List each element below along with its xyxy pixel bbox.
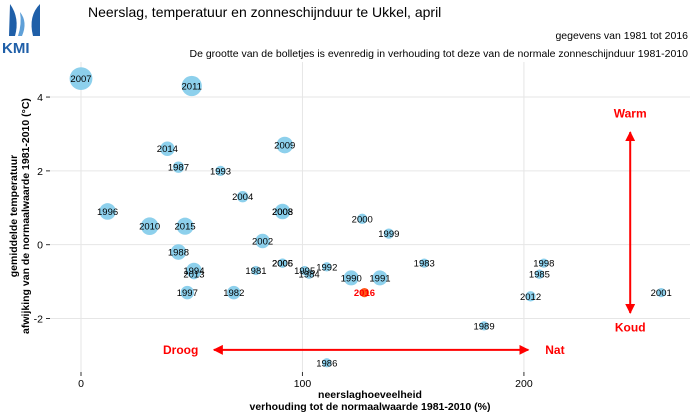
bubble-1988 bbox=[170, 244, 187, 260]
bubble-2004 bbox=[236, 191, 249, 203]
year-label-2002: 2002 bbox=[252, 236, 273, 247]
bubble-1990 bbox=[343, 270, 359, 286]
grid-lines bbox=[50, 62, 690, 372]
year-label-2015: 2015 bbox=[175, 222, 196, 233]
year-label-1986: 1986 bbox=[316, 358, 337, 369]
y-tick-label: 4 bbox=[37, 92, 43, 104]
year-label-2009: 2009 bbox=[274, 141, 295, 152]
label-nat: Nat bbox=[545, 343, 564, 357]
bubble-1989 bbox=[479, 321, 489, 331]
year-label-2004: 2004 bbox=[232, 192, 253, 203]
bubble-2006 bbox=[277, 258, 288, 268]
bubble-2015 bbox=[176, 217, 194, 235]
bubble-2000 bbox=[357, 213, 368, 225]
bubble-2002 bbox=[255, 233, 270, 249]
year-label-1981: 1981 bbox=[245, 266, 266, 277]
chart-subtitle-period: gegevens van 1981 tot 2016 bbox=[555, 30, 688, 42]
bubble-1993 bbox=[215, 165, 226, 177]
bubble-1996 bbox=[99, 203, 116, 220]
year-label-2010: 2010 bbox=[139, 222, 160, 233]
year-label-2013: 2013 bbox=[183, 270, 204, 281]
year-label-2008: 2008 bbox=[272, 207, 293, 218]
x-axis-title-line1: neerslaghoeveelheid bbox=[318, 389, 422, 401]
bubble-2009 bbox=[276, 136, 294, 154]
year-label-2006: 2006 bbox=[272, 259, 293, 270]
year-label-1996: 1996 bbox=[97, 207, 118, 218]
year-label-2005: 2005 bbox=[272, 259, 293, 270]
year-label-2016: 2016 bbox=[354, 288, 375, 299]
year-label-2003: 2003 bbox=[272, 207, 293, 218]
year-label-1992: 1992 bbox=[316, 262, 337, 273]
label-warm: Warm bbox=[614, 106, 647, 120]
year-label-1994: 1994 bbox=[183, 266, 204, 277]
x-axis-title-line2: verhouding tot de normaalwaarde 1981-201… bbox=[249, 401, 491, 413]
bubble-1992 bbox=[322, 262, 332, 272]
axes: 0 100 200 -2 0 2 4 bbox=[34, 92, 533, 390]
bubble-2001 bbox=[656, 288, 666, 298]
bubble-2010 bbox=[140, 217, 159, 236]
plot-background bbox=[50, 62, 690, 372]
y-tick-label: -2 bbox=[34, 313, 43, 325]
bubble-1987 bbox=[172, 161, 185, 173]
year-label-1982: 1982 bbox=[223, 288, 244, 299]
x-tick-label: 100 bbox=[294, 378, 312, 390]
bubble-1982 bbox=[227, 285, 241, 300]
label-droog: Droog bbox=[163, 343, 198, 357]
x-tick-label: 200 bbox=[515, 378, 533, 390]
bubble-1997 bbox=[180, 285, 195, 300]
year-label-1997: 1997 bbox=[177, 288, 198, 299]
year-label-1984: 1984 bbox=[299, 270, 320, 281]
year-label-2001: 2001 bbox=[651, 288, 672, 299]
bubble-2014 bbox=[160, 141, 175, 156]
year-labels-layer: 2007 2011 2014 2009 1987 1993 2004 1996 2010 2015… bbox=[70, 74, 671, 369]
y-tick-label: 0 bbox=[37, 240, 43, 252]
year-label-1989: 1989 bbox=[473, 321, 494, 332]
year-label-1999: 1999 bbox=[378, 229, 399, 240]
chart-subtitle-note: De grootte van de bolletjes is evenredig… bbox=[189, 48, 689, 60]
y-tick-label: 2 bbox=[37, 166, 43, 178]
year-label-1987: 1987 bbox=[168, 163, 189, 174]
bubble-1986 bbox=[322, 358, 332, 368]
year-label-1998: 1998 bbox=[533, 259, 554, 270]
year-label-1990: 1990 bbox=[341, 273, 362, 284]
bubble-1985 bbox=[534, 269, 545, 279]
y-axis-title-line2: afwijking van de normaalwaarde 1981-2010… bbox=[20, 98, 32, 334]
bubble-1983 bbox=[419, 258, 429, 268]
bubble-2013 bbox=[188, 269, 200, 280]
year-label-1993: 1993 bbox=[210, 166, 231, 177]
bubble-1998 bbox=[539, 258, 549, 268]
year-label-1988: 1988 bbox=[168, 248, 189, 259]
chart-title: Neerslag, temperatuur en zonneschijnduur… bbox=[88, 4, 442, 20]
label-koud: Koud bbox=[615, 320, 646, 334]
bubble-1984 bbox=[304, 269, 314, 279]
kmi-logo-text: KMI bbox=[2, 40, 30, 57]
year-label-2007: 2007 bbox=[70, 74, 91, 85]
year-label-1991: 1991 bbox=[369, 273, 390, 284]
year-label-2011: 2011 bbox=[182, 81, 202, 92]
bubble-1981 bbox=[251, 265, 261, 276]
year-label-2000: 2000 bbox=[352, 214, 373, 225]
bubbles-layer bbox=[69, 67, 666, 368]
bubble-1991 bbox=[372, 270, 388, 286]
bubble-2008 bbox=[274, 203, 291, 220]
y-axis-title: gemiddelde temperatuur afwijking van de … bbox=[8, 86, 32, 346]
bubble-1999 bbox=[383, 228, 394, 239]
annotations-layer: Warm Koud Droog Nat bbox=[163, 106, 647, 357]
bubble-2016 bbox=[359, 288, 370, 298]
year-label-1983: 1983 bbox=[414, 259, 435, 270]
year-label-1995: 1995 bbox=[294, 266, 315, 277]
kmi-logo-icon bbox=[9, 4, 40, 36]
bubble-2007 bbox=[69, 67, 93, 91]
x-tick-label: 0 bbox=[78, 378, 84, 390]
year-label-1985: 1985 bbox=[529, 270, 550, 281]
year-label-2012: 2012 bbox=[520, 292, 541, 303]
x-axis-title: neerslaghoeveelheid verhouding tot de no… bbox=[190, 389, 550, 413]
year-label-2014: 2014 bbox=[157, 144, 178, 155]
bubble-2012 bbox=[525, 291, 536, 302]
y-axis-title-line1: gemiddelde temperatuur bbox=[8, 154, 20, 278]
bubble-2011 bbox=[181, 75, 202, 97]
